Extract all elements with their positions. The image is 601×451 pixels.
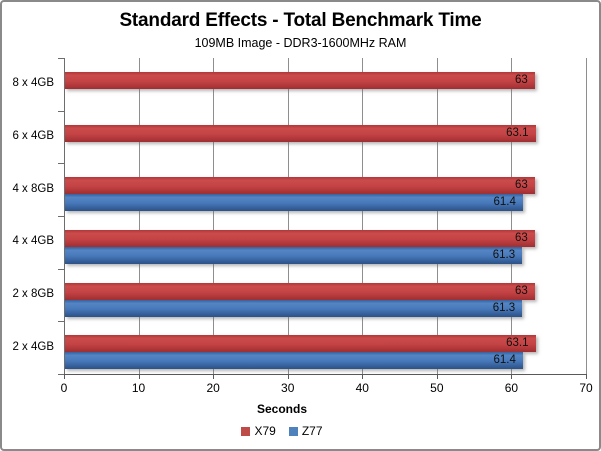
x-tick-mark-40 [362, 374, 364, 379]
x-tick-mark-60 [511, 374, 513, 379]
bar-x79-4x8GB: 63 [65, 177, 535, 195]
bar-value-label: 61.4 [493, 196, 516, 209]
bar-z77-4x4GB: 61.3 [65, 247, 523, 264]
plot-area: 63 63.1 63 63 63 63.1 61.4 61.3 61.3 61.4 [58, 58, 587, 379]
y-tick-mark-4 [58, 268, 64, 270]
x-tick-label-30: 30 [281, 381, 295, 395]
category-label: 2 x 4GB [12, 340, 54, 353]
gridline-50 [436, 58, 438, 374]
legend-swatch-z77 [288, 426, 298, 436]
bar-z77-4x8GB: 61.4 [65, 194, 523, 212]
bar-x79-2x8GB: 63 [65, 282, 535, 300]
y-tick-mark-6 [58, 374, 64, 375]
y-tick-mark-2 [58, 163, 64, 165]
y-tick-mark-5 [58, 321, 64, 323]
legend-swatch-x79 [241, 426, 251, 436]
x-tick-label-0: 0 [60, 381, 68, 395]
bar-value-label: 61.4 [493, 354, 516, 367]
bar-x79-2x4GB: 63.1 [65, 335, 536, 353]
bar-value-label: 63.1 [506, 337, 529, 350]
bar-z77-2x4GB: 61.4 [65, 352, 523, 370]
category-label: 4 x 8GB [12, 182, 54, 195]
bar-x79-6x4GB: 63.1 [65, 124, 536, 142]
legend-item-x79: X79 [241, 424, 276, 438]
legend-label-x79: X79 [254, 424, 276, 438]
bar-value-label: 63 [515, 74, 528, 86]
bar-x79-8x4GB: 63 [65, 72, 535, 89]
bar-value-label: 63 [515, 284, 528, 297]
chart-subtitle: 109MB Image - DDR3-1600MHz RAM [194, 36, 407, 50]
x-axis-line [63, 374, 586, 375]
x-tick-mark-0 [64, 374, 65, 379]
legend: X79 Z77 [2, 424, 562, 438]
gridline-30 [287, 58, 289, 374]
x-tick-label-40: 40 [355, 381, 369, 395]
bar-value-label: 61.3 [492, 249, 516, 261]
x-tick-label-70: 70 [579, 381, 593, 395]
x-tick-label-60: 60 [504, 381, 519, 395]
chart-title: Standard Effects - Total Benchmark Time [119, 10, 482, 31]
x-tick-label-50: 50 [430, 381, 444, 395]
x-tick-mark-30 [287, 374, 289, 379]
x-tick-mark-50 [436, 374, 438, 379]
x-tick-mark-70 [586, 374, 587, 379]
bar-value-label: 63.1 [506, 126, 529, 139]
bar-value-label: 63 [515, 179, 528, 192]
x-tick-label-10: 10 [131, 381, 146, 395]
category-label: 8 x 4GB [12, 77, 54, 90]
y-axis-line [64, 58, 65, 374]
gridline-10 [138, 58, 140, 374]
x-tick-label-20: 20 [206, 381, 220, 395]
bar-value-label: 63 [515, 232, 528, 244]
y-tick-mark-0 [58, 58, 64, 59]
legend-item-z77: Z77 [288, 424, 323, 438]
category-label: 2 x 8GB [12, 288, 54, 300]
x-axis-title: Seconds [256, 402, 307, 416]
bar-z77-2x8GB: 61.3 [65, 299, 523, 317]
category-label: 6 x 4GB [12, 130, 54, 142]
gridline-70 [586, 58, 587, 374]
y-tick-mark-3 [58, 216, 64, 217]
bar-value-label: 61.3 [492, 301, 516, 314]
x-tick-mark-10 [138, 374, 140, 379]
y-tick-mark-1 [58, 110, 64, 112]
gridline-40 [362, 58, 364, 374]
x-tick-mark-20 [213, 374, 215, 379]
legend-label-z77: Z77 [301, 424, 323, 438]
gridline-20 [213, 58, 215, 374]
gridline-60 [511, 58, 513, 374]
bar-x79-4x4GB: 63 [65, 230, 535, 247]
category-label: 4 x 4GB [12, 235, 54, 248]
